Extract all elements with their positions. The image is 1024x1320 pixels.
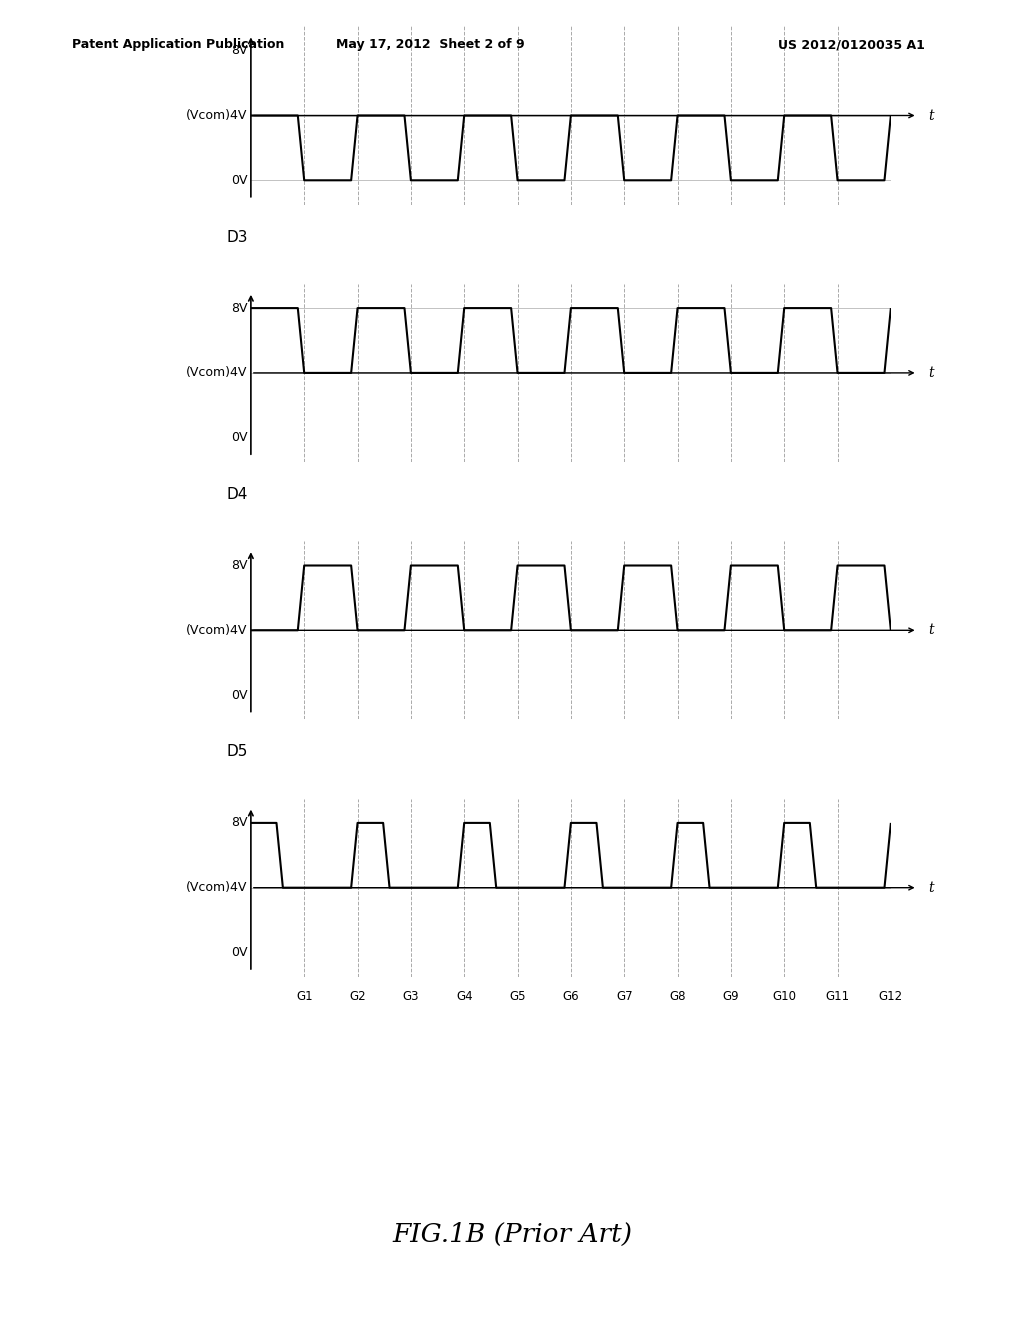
Text: G2: G2 (349, 990, 366, 1003)
Text: D5: D5 (226, 744, 248, 759)
Text: t: t (928, 880, 934, 895)
Text: G9: G9 (723, 990, 739, 1003)
Text: Patent Application Publication: Patent Application Publication (72, 38, 284, 51)
Text: 0V: 0V (231, 174, 248, 187)
Text: D4: D4 (226, 487, 248, 502)
Text: G10: G10 (772, 990, 797, 1003)
Text: (Vcom)4V: (Vcom)4V (186, 110, 248, 121)
Text: G3: G3 (402, 990, 419, 1003)
Text: t: t (928, 366, 934, 380)
Text: US 2012/0120035 A1: US 2012/0120035 A1 (778, 38, 925, 51)
Text: D3: D3 (226, 230, 248, 244)
Text: (Vcom)4V: (Vcom)4V (186, 367, 248, 379)
Text: t: t (928, 108, 934, 123)
Text: G12: G12 (879, 990, 903, 1003)
Text: 8V: 8V (231, 816, 248, 829)
Text: May 17, 2012  Sheet 2 of 9: May 17, 2012 Sheet 2 of 9 (336, 38, 524, 51)
Text: 0V: 0V (231, 432, 248, 445)
Text: G1: G1 (296, 990, 312, 1003)
Text: 8V: 8V (231, 558, 248, 572)
Text: (Vcom)4V: (Vcom)4V (186, 624, 248, 636)
Text: FIG.1B (Prior Art): FIG.1B (Prior Art) (392, 1222, 632, 1246)
Text: G7: G7 (615, 990, 633, 1003)
Text: (Vcom)4V: (Vcom)4V (186, 882, 248, 894)
Text: t: t (928, 623, 934, 638)
Text: 0V: 0V (231, 689, 248, 702)
Text: G11: G11 (825, 990, 850, 1003)
Text: 8V: 8V (231, 301, 248, 314)
Text: 0V: 0V (231, 946, 248, 960)
Text: G4: G4 (456, 990, 472, 1003)
Text: 8V: 8V (231, 44, 248, 57)
Text: G5: G5 (509, 990, 525, 1003)
Text: G6: G6 (562, 990, 580, 1003)
Text: G8: G8 (670, 990, 686, 1003)
